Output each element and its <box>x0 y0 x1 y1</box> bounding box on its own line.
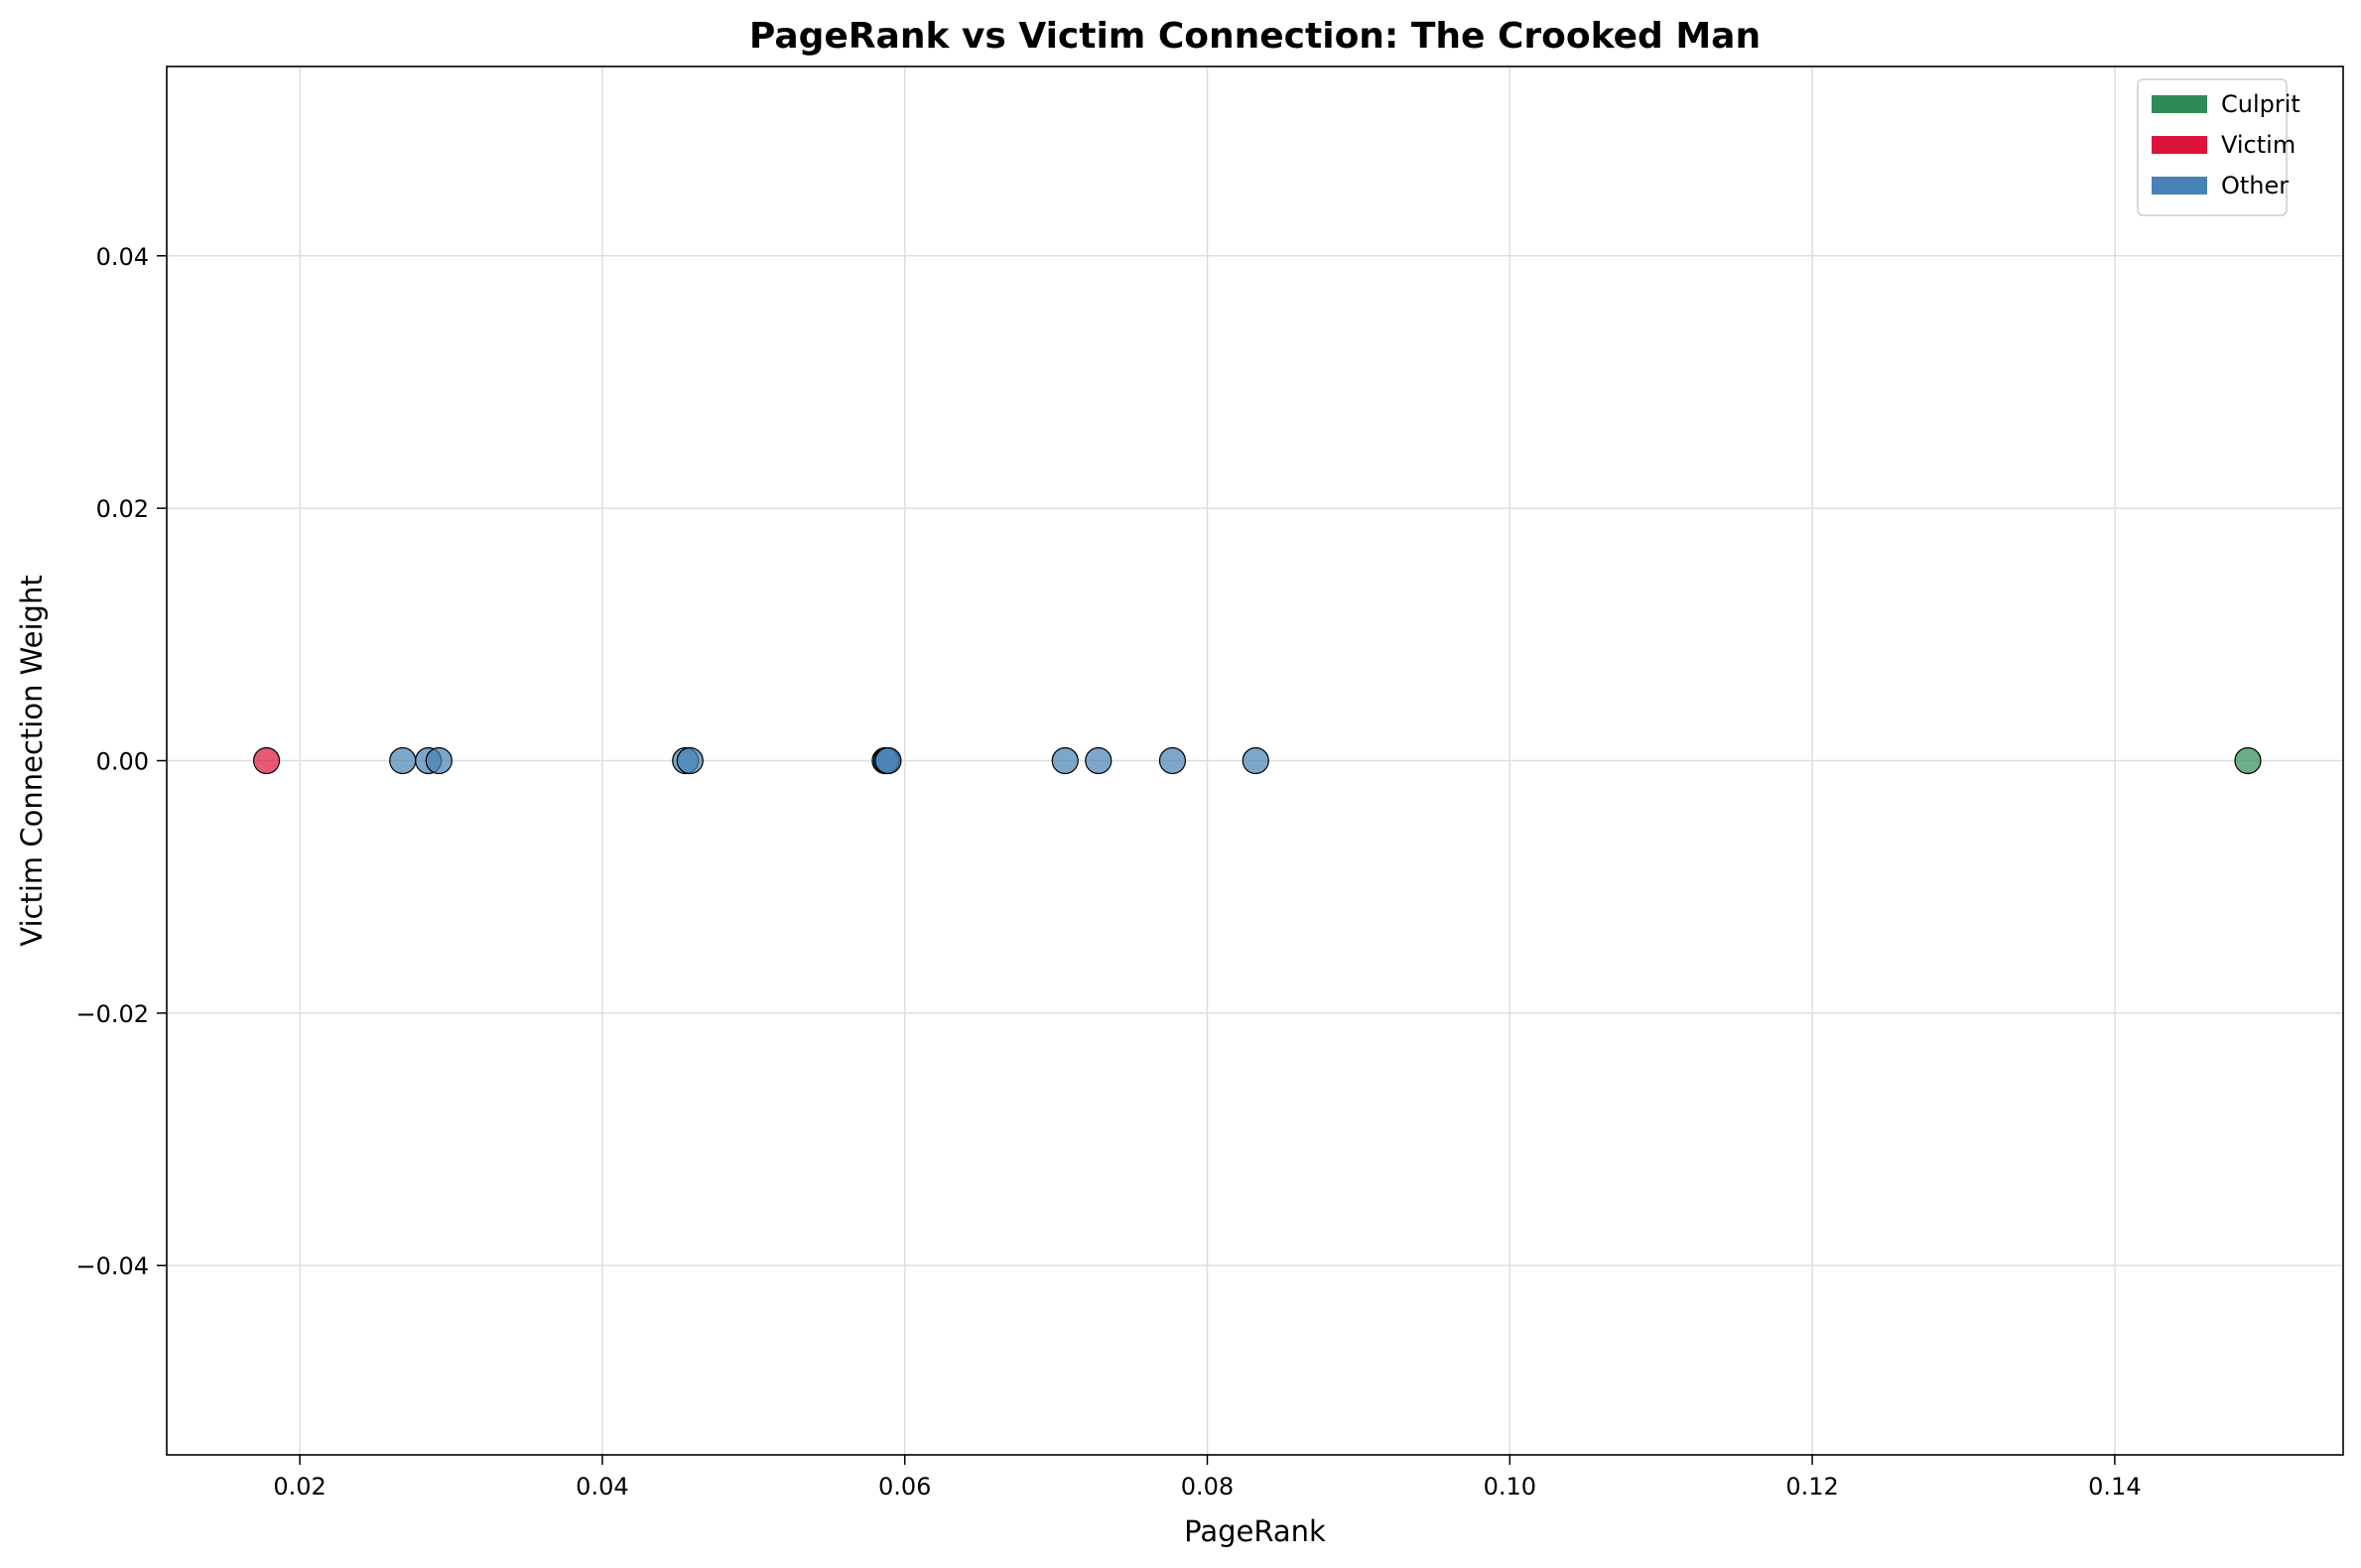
legend-label-culprit: Culprit <box>2221 90 2300 118</box>
data-point-other <box>1051 746 1079 775</box>
data-point-other <box>389 746 417 775</box>
x-tick-label: 0.04 <box>576 1473 628 1501</box>
x-tick-label: 0.06 <box>878 1473 931 1501</box>
legend-swatch-other <box>2152 177 2207 195</box>
y-tick-label: 0.04 <box>96 243 149 271</box>
y-axis-ticks: 0.04 0.02 0.00 −0.02 −0.04 <box>75 243 167 1280</box>
legend-swatch-culprit <box>2152 95 2207 113</box>
data-point-culprit <box>2234 746 2262 775</box>
data-points <box>252 746 2262 775</box>
legend-label-other: Other <box>2221 172 2289 199</box>
grid <box>167 66 2343 1455</box>
x-axis-label: PageRank <box>1184 1514 1326 1548</box>
x-axis-ticks: 0.02 0.04 0.06 0.08 0.10 0.12 0.14 <box>273 1455 2142 1501</box>
y-tick-label: −0.02 <box>75 1000 149 1028</box>
x-tick-label: 0.14 <box>2088 1473 2141 1501</box>
data-point-other <box>1085 746 1113 775</box>
x-tick-label: 0.08 <box>1181 1473 1234 1501</box>
legend: Culprit Victim Other <box>2137 78 2300 216</box>
chart-title: PageRank vs Victim Connection: The Crook… <box>749 16 1761 57</box>
y-tick-label: 0.00 <box>96 748 149 776</box>
data-point-other <box>676 746 704 775</box>
y-tick-label: −0.04 <box>75 1252 149 1280</box>
data-point-victim <box>252 746 281 775</box>
x-tick-label: 0.10 <box>1484 1473 1536 1501</box>
x-tick-label: 0.12 <box>1785 1473 1838 1501</box>
data-point-other <box>1158 746 1187 775</box>
data-point-other <box>425 746 453 775</box>
y-axis-label: Victim Connection Weight <box>15 575 49 946</box>
data-point-other <box>874 746 902 775</box>
legend-swatch-victim <box>2152 136 2207 154</box>
data-point-other <box>1242 746 1269 775</box>
y-tick-label: 0.02 <box>96 495 149 523</box>
x-tick-label: 0.02 <box>273 1473 326 1501</box>
legend-label-victim: Victim <box>2221 131 2295 159</box>
